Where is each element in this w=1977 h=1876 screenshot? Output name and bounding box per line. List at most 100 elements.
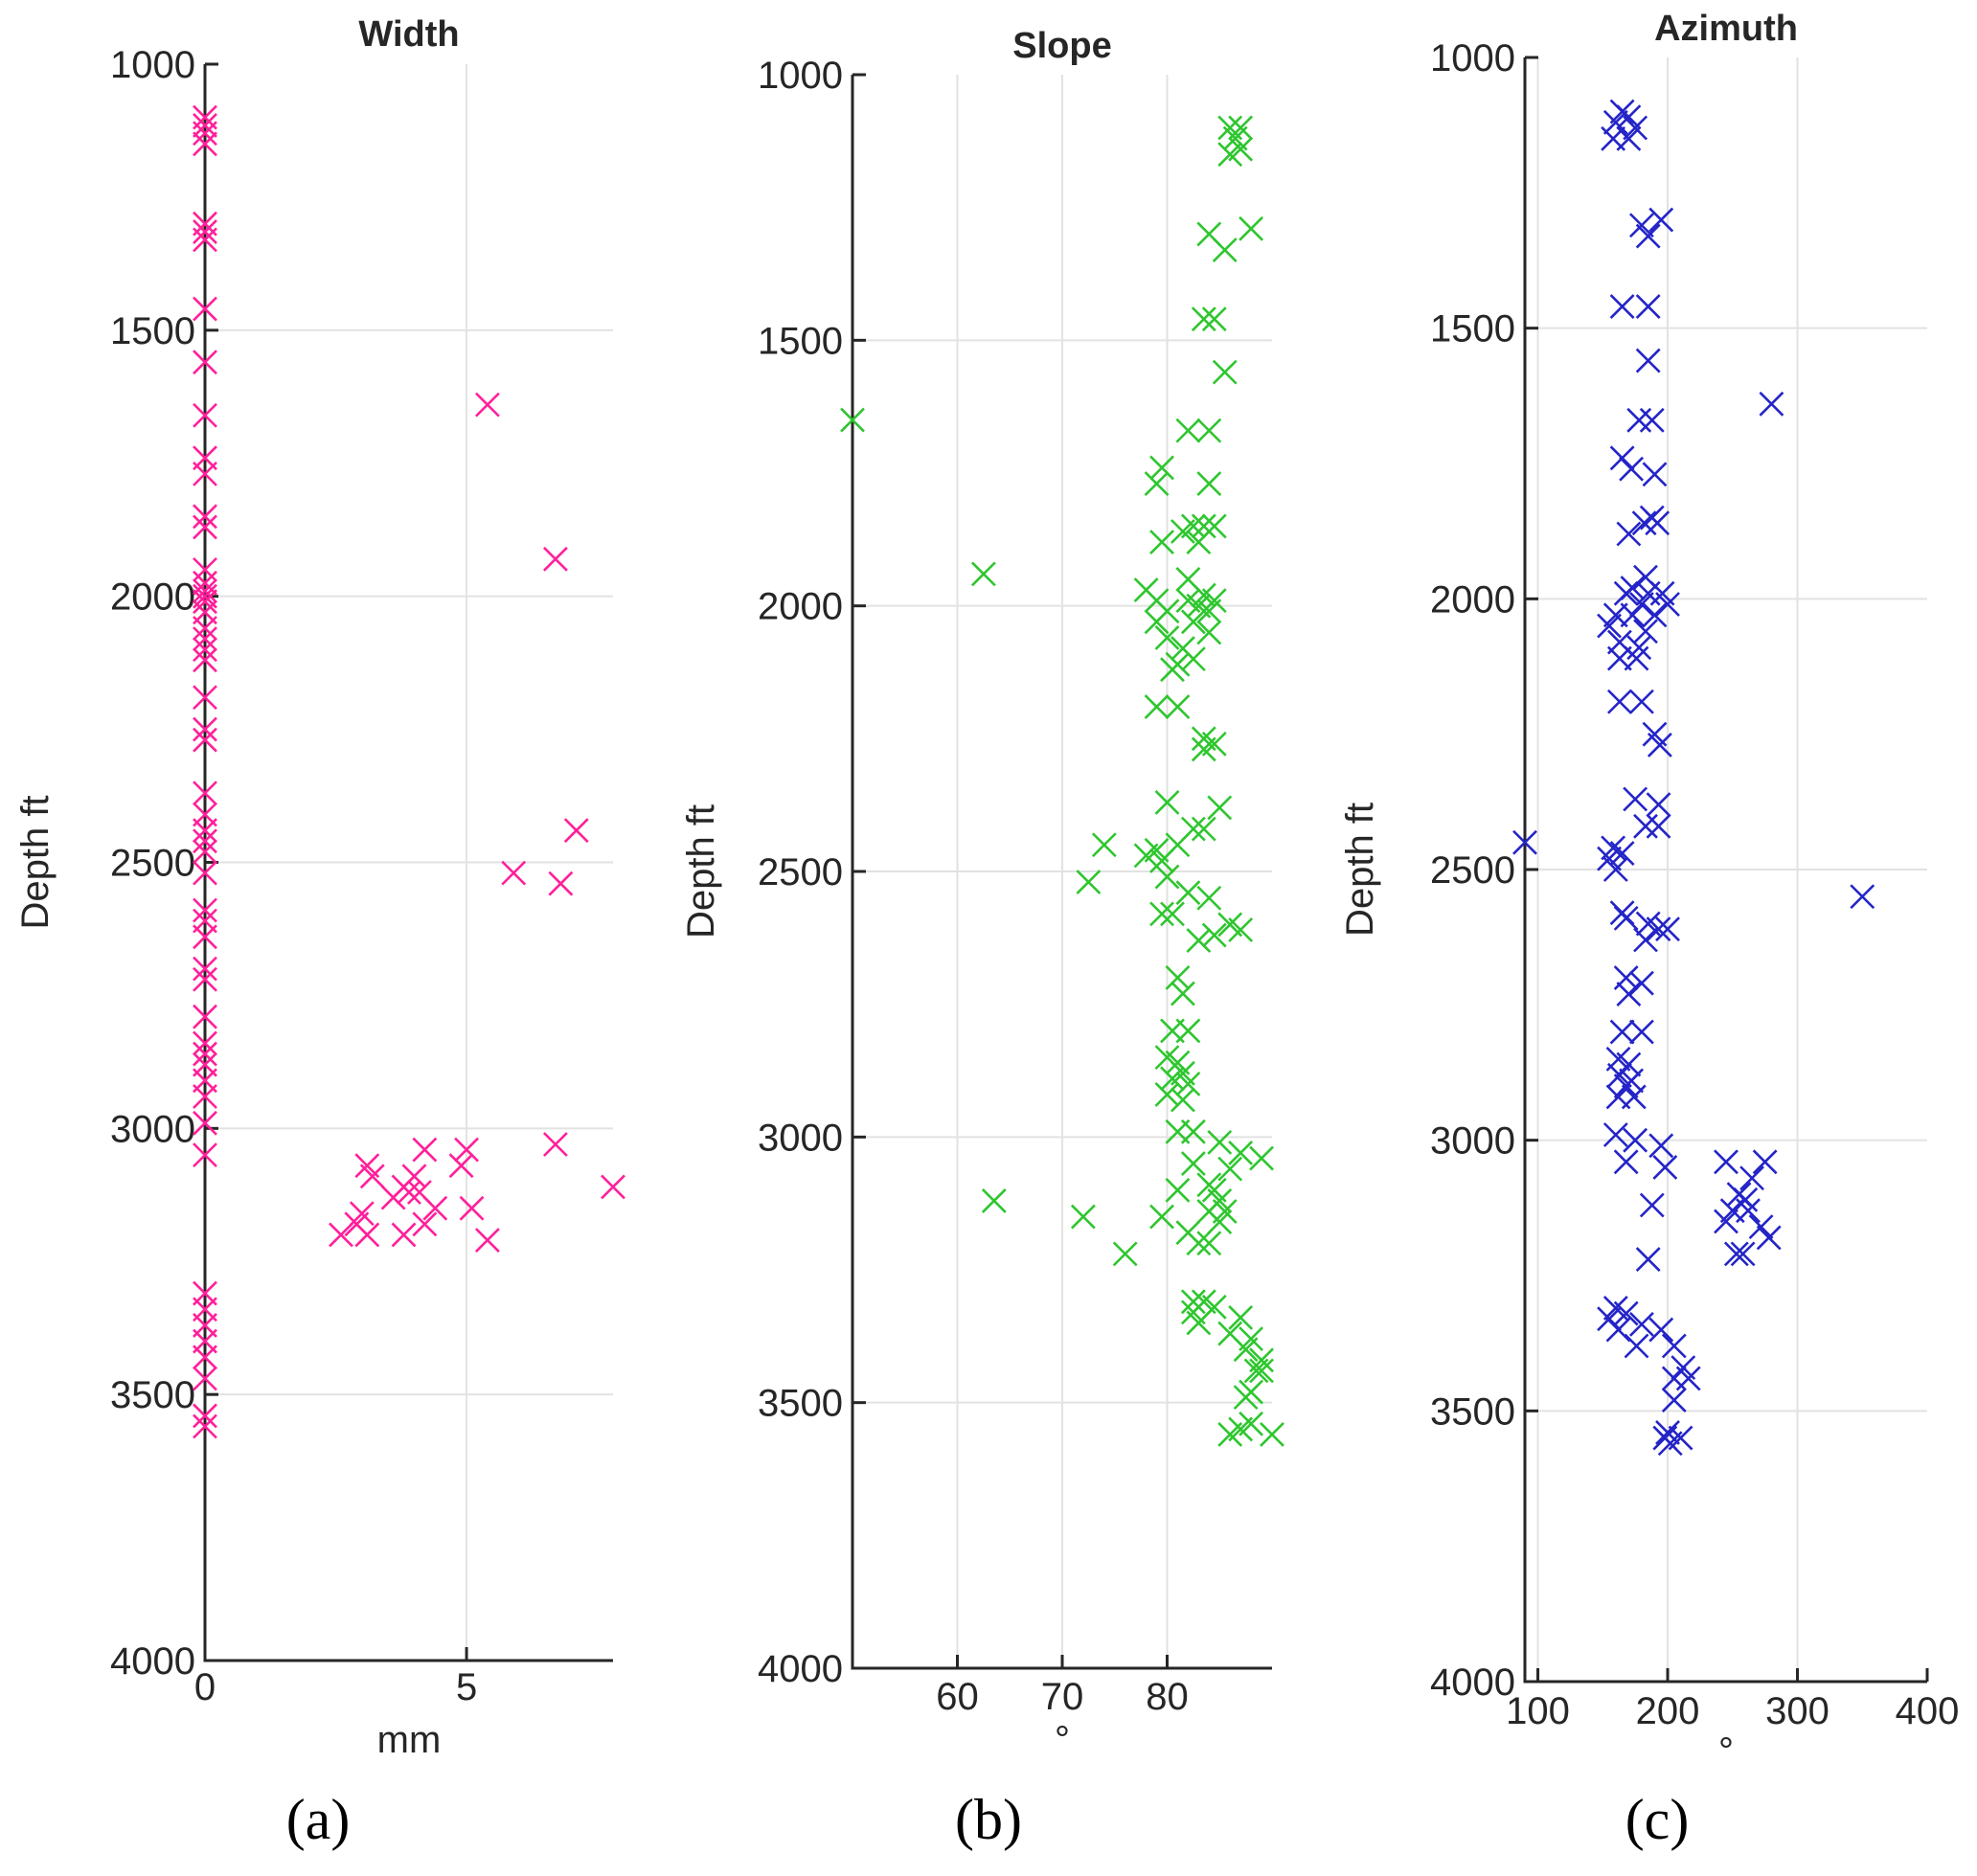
width-ytick-label-2500: 2500 [110, 843, 195, 885]
slope-data-point [1196, 1231, 1222, 1256]
azimuth-data-point [1756, 1225, 1782, 1251]
width-data-point [475, 392, 500, 418]
width-data-point [548, 870, 574, 896]
slope-data-point [1260, 1422, 1284, 1447]
azimuth-data-point [1714, 1149, 1738, 1175]
azimuth-data-point [1635, 223, 1661, 249]
slope-data-point [1191, 816, 1216, 842]
width-x-axis-label: mm [377, 1719, 442, 1761]
panel-label-b: (b) [955, 1788, 1022, 1851]
azimuth-data-point [1626, 407, 1652, 433]
width-data-point [193, 296, 217, 322]
azimuth-data-point [1642, 462, 1668, 487]
width-data-point [543, 546, 568, 572]
azimuth-ytick-label-1500: 1500 [1430, 308, 1515, 350]
azimuth-data-point [1512, 829, 1537, 855]
width-data-point [193, 350, 217, 375]
azimuth-data-point [1621, 1084, 1647, 1110]
width-data-point [193, 924, 217, 950]
slope-data-point [1228, 917, 1254, 942]
azimuth-xtick-label-100: 100 [1506, 1690, 1570, 1732]
azimuth-data-point [1629, 213, 1654, 238]
slope-data-point [1186, 1310, 1212, 1336]
azimuth-data-point [1613, 580, 1639, 606]
slope-data-point [1233, 1337, 1259, 1363]
slope-data-point [1170, 1087, 1195, 1113]
slope-data-point [1196, 599, 1222, 624]
slope-data-point [1180, 1119, 1206, 1144]
azimuth-data-point [1620, 602, 1646, 628]
slope-data-point [1191, 306, 1216, 332]
slope-y-axis-label: Depth ft [680, 804, 722, 938]
azimuth-data-point [1631, 510, 1657, 536]
azimuth-data-point [1605, 1317, 1631, 1343]
width-data-point [193, 1030, 217, 1056]
slope-chart-title: Slope [1012, 26, 1111, 66]
azimuth-data-point [1629, 1311, 1654, 1337]
slope-data-point [1180, 1151, 1206, 1176]
azimuth-data-point [1633, 619, 1658, 644]
width-data-point [193, 1403, 217, 1429]
azimuth-data-point [1619, 456, 1645, 482]
azimuth-y-axis-label: Depth ft [1339, 802, 1381, 937]
azimuth-data-point [1613, 1149, 1639, 1175]
azimuth-data-point [1642, 602, 1668, 628]
slope-data-point [1196, 418, 1222, 443]
azimuth-data-point [1635, 348, 1661, 373]
slope-data-point [1154, 1082, 1180, 1107]
width-data-point [193, 956, 217, 982]
azimuth-data-point [1616, 104, 1642, 130]
azimuth-data-point [1623, 786, 1648, 812]
slope-data-point [1233, 1385, 1259, 1411]
slope-data-point [1144, 471, 1170, 497]
width-y-axis-label: Depth ft [14, 795, 57, 929]
width-data-point [193, 227, 217, 253]
slope-data-point [1228, 1141, 1254, 1165]
slope-x-axis-label: ° [1055, 1719, 1070, 1761]
slope-data-point [1175, 1018, 1201, 1044]
slope-data-point [840, 407, 865, 433]
azimuth-x-axis-label: ° [1718, 1730, 1734, 1773]
width-data-point [422, 1195, 448, 1221]
azimuth-data-point [1850, 884, 1875, 910]
width-data-point [193, 1345, 217, 1370]
slope-data-point [1091, 832, 1117, 858]
width-data-point [459, 1195, 485, 1221]
width-data-point [193, 1084, 217, 1109]
slope-data-point [1160, 901, 1185, 927]
slope-ytick-label-4000: 4000 [758, 1648, 843, 1690]
azimuth-data-point [1633, 813, 1658, 839]
slope-data-point [1160, 657, 1185, 683]
azimuth-xtick-label-400: 400 [1896, 1690, 1960, 1732]
azimuth-data-point [1635, 1247, 1661, 1272]
azimuth-data-point [1623, 115, 1648, 141]
azimuth-data-point [1624, 1333, 1649, 1359]
slope-data-point [1154, 789, 1180, 815]
panel-label-a: (a) [286, 1788, 351, 1851]
width-data-point [454, 1137, 479, 1163]
width-data-point [193, 131, 217, 157]
azimuth-data-point [1597, 613, 1622, 639]
azimuth-data-point [1730, 1241, 1756, 1267]
width-data-point [412, 1211, 438, 1237]
azimuth-data-point [1606, 1062, 1632, 1088]
slope-data-point [1149, 848, 1174, 873]
slope-xtick-label-80: 80 [1146, 1676, 1189, 1718]
slope-data-point [1149, 455, 1174, 481]
azimuth-data-point [1752, 1149, 1778, 1175]
azimuth-data-point [1616, 521, 1642, 547]
slope-data-point [1249, 1145, 1274, 1171]
width-data-point [193, 626, 217, 652]
width-data-point [193, 616, 217, 641]
azimuth-data-point [1609, 1019, 1635, 1045]
slope-data-point [1207, 795, 1233, 821]
width-data-point [193, 514, 217, 540]
slope-data-point [1228, 1416, 1254, 1442]
slope-data-point [1149, 530, 1174, 555]
width-ytick-label-1500: 1500 [110, 310, 195, 352]
slope-data-point [981, 1187, 1007, 1213]
width-xtick-label-5: 5 [456, 1666, 477, 1708]
